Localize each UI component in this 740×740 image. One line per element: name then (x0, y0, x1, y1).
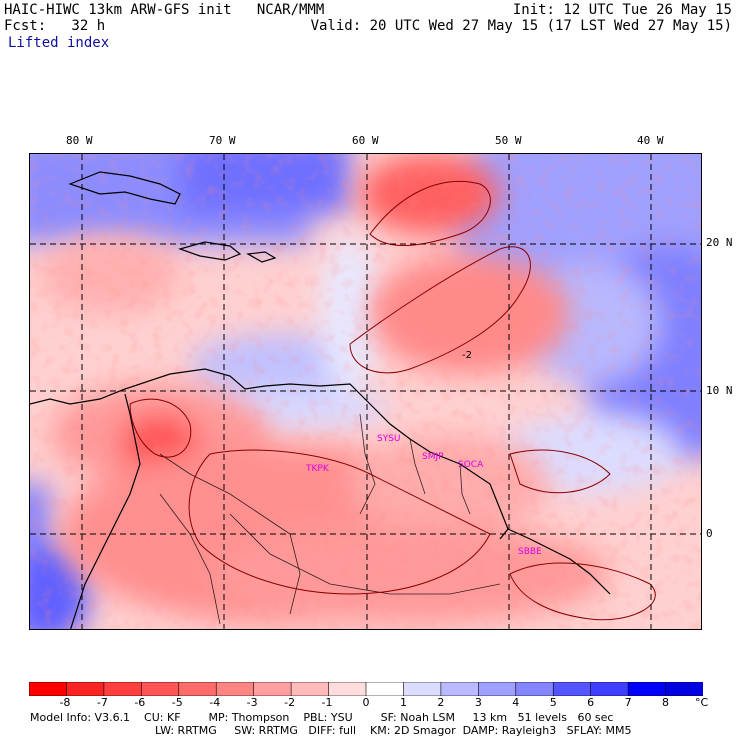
model-title: HAIC-HIWC 13km ARW-GFS init NCAR/MMM (4, 2, 325, 18)
colorbar-swatch (103, 681, 143, 697)
contour-lines (129, 180, 656, 621)
model-info-line1: Model Info: V3.6.1 CU: KF MP: Thompson P… (30, 711, 614, 724)
model-info-line2: LW: RRTMG SW: RRTMG DIFF: full KM: 2D Sm… (155, 724, 632, 737)
coastlines (30, 171, 611, 629)
colorbar-swatch (215, 681, 255, 697)
lifted-index-map[interactable]: -2 (29, 153, 702, 630)
station-sbbe: SBBE (518, 547, 542, 557)
lat-label-10n: 10 N (706, 384, 733, 397)
colorbar-swatch (440, 681, 480, 697)
lat-label-0: 0 (706, 527, 713, 540)
country-borders (159, 413, 501, 625)
colorbar-swatch (590, 681, 629, 697)
colorbar-tick-label: 0 (362, 696, 370, 709)
colorbar-swatch (66, 681, 105, 697)
colorbar-tick-label: -4 (209, 696, 221, 709)
station-sysu: SYSU (377, 434, 401, 444)
lon-label-60w: 60 W (352, 134, 379, 147)
contour-label: -2 (462, 350, 472, 361)
speckle-texture (30, 154, 701, 629)
lat-label-20n: 20 N (706, 236, 733, 249)
colorbar-tick-label: -1 (321, 696, 333, 709)
station-soca: SOCA (458, 460, 484, 470)
colorbar-tick-label: 3 (474, 696, 482, 709)
colorbar-swatch (290, 681, 330, 697)
colorbar-tick-label: 2 (437, 696, 445, 709)
colorbar-swatch (552, 681, 592, 697)
colorbar-swatch (627, 681, 667, 697)
colorbar-swatches (28, 681, 704, 697)
colorbar-swatch (253, 681, 292, 697)
colorbar-swatch (403, 681, 442, 697)
forecast-hour: Fcst: 32 h (4, 18, 106, 34)
colorbar-tick-label: 7 (624, 696, 632, 709)
colorbar-swatch (328, 681, 367, 697)
colorbar-swatch (365, 681, 405, 697)
colorbar-swatch (178, 681, 218, 697)
lon-label-50w: 50 W (495, 134, 522, 147)
colorbar-tick-label: -7 (96, 696, 108, 709)
colorbar-swatch (28, 681, 68, 697)
colorbar-tick-label: 1 (399, 696, 407, 709)
colorbar-tick-label: -8 (59, 696, 71, 709)
colorbar-swatch (478, 681, 517, 697)
init-time: Init: 12 UTC Tue 26 May 15 (512, 2, 732, 18)
colorbar-tick-label: -6 (134, 696, 146, 709)
colorbar-swatch (515, 681, 555, 697)
colorbar (28, 681, 704, 700)
field-name: Lifted index (8, 35, 110, 51)
colorbar-swatch (665, 681, 704, 697)
lon-label-40w: 40 W (637, 134, 664, 147)
colorbar-tick-label: 4 (512, 696, 520, 709)
lon-label-80w: 80 W (66, 134, 93, 147)
colorbar-unit: °C (695, 696, 709, 709)
lon-label-70w: 70 W (209, 134, 236, 147)
colorbar-tick-label: -3 (246, 696, 258, 709)
colorbar-tick-label: 8 (662, 696, 670, 709)
graticule (30, 154, 701, 629)
colorbar-tick-label: -5 (171, 696, 183, 709)
colorbar-tick-label: 5 (549, 696, 557, 709)
station-smjp: SMJP (422, 452, 444, 462)
map-svg: -2 (30, 154, 701, 629)
colorbar-tick-label: -2 (284, 696, 296, 709)
colorbar-tick-label: 6 (587, 696, 595, 709)
station-tkpk: TKPK (306, 464, 329, 474)
valid-time: Valid: 20 UTC Wed 27 May 15 (17 LST Wed … (310, 18, 732, 34)
colorbar-swatch (141, 681, 180, 697)
